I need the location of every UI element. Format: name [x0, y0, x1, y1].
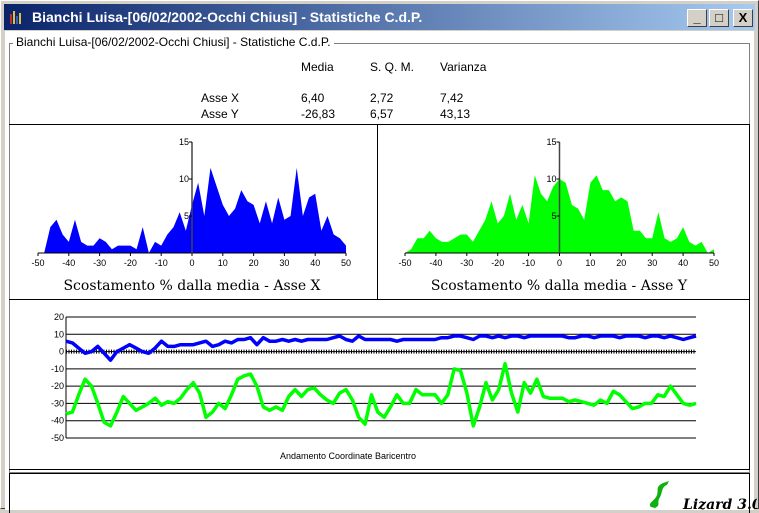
histogram-y: -50 -40 -30 -20 -10 0 10 20 30 40 50 5 10 15 [398, 137, 719, 268]
line-chart-title: Andamento Coordinate Baricentro [280, 451, 416, 461]
header-sqm: S. Q. M. [370, 60, 415, 74]
divider-bottom [9, 469, 750, 470]
x-tick-label: -40 [62, 258, 75, 268]
row-label-x: Asse X [201, 91, 240, 105]
x-tick-label: 50 [709, 258, 719, 268]
x-tick-label: -50 [398, 258, 411, 268]
maximize-button[interactable]: □ [709, 9, 729, 27]
x-tick-label: 10 [218, 258, 228, 268]
x-tick-label: -30 [460, 258, 473, 268]
divider-middle [9, 299, 749, 300]
x-tick-label: 20 [249, 258, 259, 268]
y-tick-label: -50 [51, 433, 64, 443]
y-tick-label: -30 [51, 398, 64, 408]
lizard-logo: Lizard 3.0 [649, 481, 757, 510]
client-area: Bianchi Luisa-[06/02/2002-Occhi Chiusi] … [5, 31, 754, 513]
x-tick-label: 20 [616, 258, 626, 268]
minimize-button[interactable]: _ [687, 9, 707, 27]
close-button[interactable]: X [733, 9, 753, 27]
x-tick-label: 40 [678, 258, 688, 268]
x-tick-label: 30 [279, 258, 289, 268]
series-line-x [65, 334, 697, 362]
histogram-y-title: Scostamento % dalla media - Asse Y [431, 278, 688, 294]
y-tick-label: 0 [59, 347, 64, 357]
title-bar[interactable]: Bianchi Luisa-[06/02/2002-Occhi Chiusi] … [4, 4, 755, 30]
media-y: -26,83 [301, 107, 336, 121]
x-tick-label: -10 [522, 258, 535, 268]
histogram-x: -50 -40 -30 -20 -10 0 10 20 30 40 50 5 10 15 [31, 137, 351, 268]
header-varianza: Varianza [440, 60, 487, 74]
row-label-y: Asse Y [201, 107, 239, 121]
sqm-y: 6,57 [370, 107, 394, 121]
header-media: Media [301, 60, 334, 74]
x-tick-label: -10 [155, 258, 168, 268]
y-tick-label: 5 [184, 211, 189, 221]
app-icon [10, 10, 26, 24]
y-tick-label: 15 [179, 137, 189, 147]
varianza-x: 7,42 [440, 91, 464, 105]
divider-right [749, 124, 750, 470]
x-tick-label: 0 [189, 258, 194, 268]
divider-vertical [377, 124, 378, 300]
x-tick-label: -20 [124, 258, 137, 268]
x-tick-label: 10 [585, 258, 595, 268]
y-tick-label: -10 [51, 364, 64, 374]
y-tick-label: 10 [546, 174, 556, 184]
lizard-icon [649, 481, 669, 508]
x-tick-label: -20 [491, 258, 504, 268]
logo-text: Lizard 3.0 [682, 497, 757, 510]
x-tick-label: -40 [429, 258, 442, 268]
footer-box [9, 473, 750, 513]
y-tick-label: 15 [546, 137, 556, 147]
x-tick-label: 0 [557, 258, 562, 268]
divider-top [9, 124, 749, 125]
window-title: Bianchi Luisa-[06/02/2002-Occhi Chiusi] … [32, 9, 423, 25]
histogram-x-title: Scostamento % dalla media - Asse X [63, 278, 320, 294]
y-tick-label: 5 [551, 211, 556, 221]
x-tick-label: 40 [310, 258, 320, 268]
varianza-y: 43,13 [440, 107, 471, 121]
y-tick-label: 10 [179, 174, 189, 184]
y-tick-label: 10 [54, 329, 64, 339]
x-tick-label: 50 [341, 258, 351, 268]
media-x: 6,40 [301, 91, 325, 105]
series-line-y [65, 361, 697, 428]
y-tick-label: 20 [54, 312, 64, 322]
sqm-x: 2,72 [370, 91, 394, 105]
y-tick-label: -20 [51, 381, 64, 391]
baricentro-line-chart: 20 10 0 -10 -20 -30 -40 -50 [51, 312, 697, 443]
x-tick-label: 30 [647, 258, 657, 268]
x-tick-label: -50 [31, 258, 44, 268]
x-tick-label: -30 [93, 258, 106, 268]
group-label: Bianchi Luisa-[06/02/2002-Occhi Chiusi] … [13, 35, 334, 49]
y-tick-label: -40 [51, 416, 64, 426]
